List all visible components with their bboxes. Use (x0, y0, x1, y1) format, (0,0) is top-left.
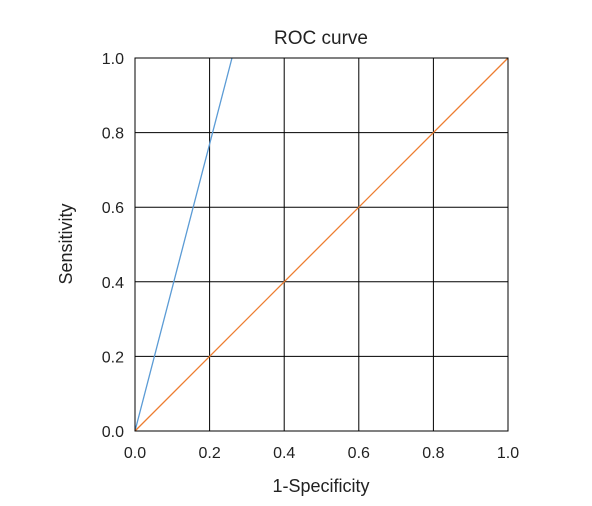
y-tick-labels: 0.0 0.2 0.4 0.6 0.8 1.0 (102, 51, 124, 441)
y-axis-title: Sensitivity (56, 203, 76, 284)
roc-series-line-2 (134, 57, 509, 432)
chart-title: ROC curve (274, 28, 368, 49)
plot-frame (134, 57, 509, 432)
x-tick-label: 0.0 (124, 445, 146, 462)
roc-series-line-1 (134, 57, 233, 432)
y-tick-label: 0.8 (102, 126, 124, 143)
y-tick-label: 0.0 (102, 424, 124, 441)
x-tick-label: 0.6 (348, 445, 370, 462)
x-tick-labels: 0.0 0.2 0.4 0.6 0.8 1.0 (124, 445, 519, 462)
x-tick-label: 1.0 (497, 445, 519, 462)
y-tick-label: 0.6 (102, 200, 124, 217)
x-tick-label: 0.8 (422, 445, 444, 462)
y-tick-label: 0.2 (102, 349, 124, 366)
y-tick-label: 0.4 (102, 275, 124, 292)
x-axis-title: 1-Specificity (272, 476, 369, 496)
x-tick-label: 0.2 (198, 445, 220, 462)
y-tick-label: 1.0 (102, 51, 124, 68)
series-lines (134, 57, 509, 432)
x-tick-label: 0.4 (273, 445, 295, 462)
